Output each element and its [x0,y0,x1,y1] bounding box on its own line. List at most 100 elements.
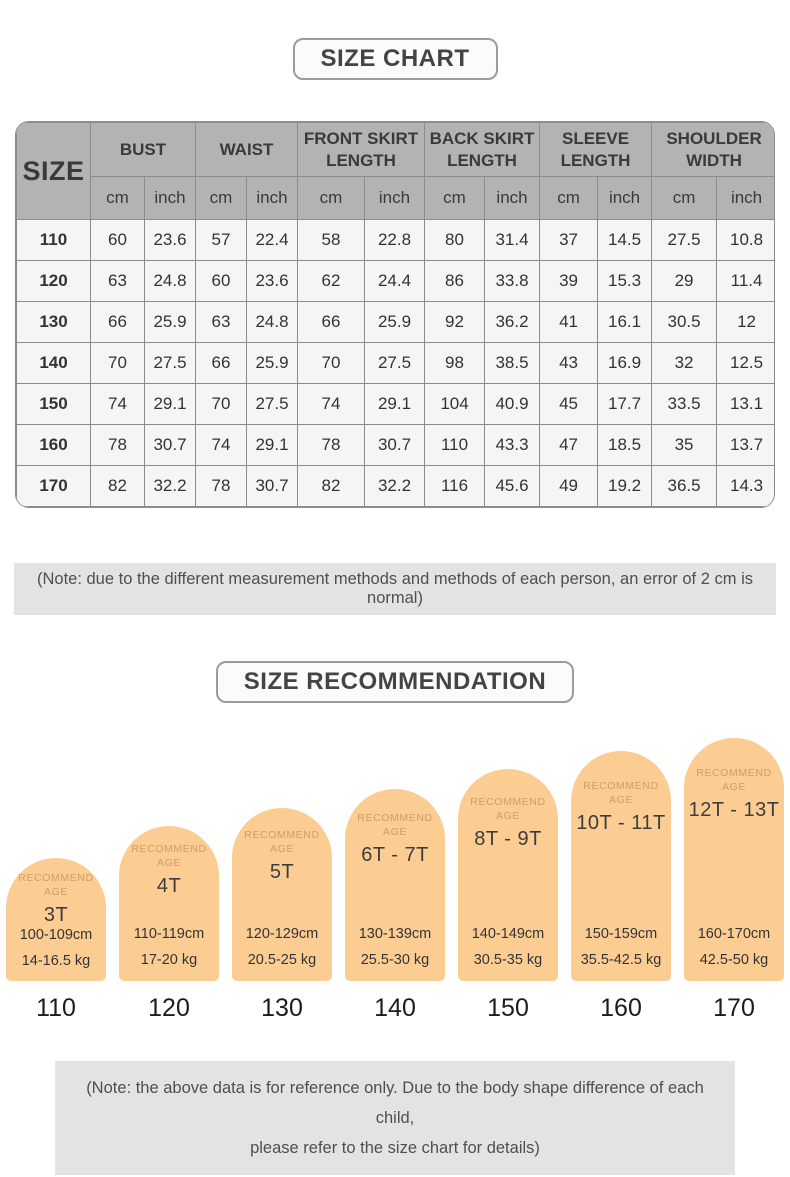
value-cell: 78 [297,424,365,466]
value-cell: 31.4 [484,219,541,261]
table-row: 160 78 30.7 74 29.1 78 30.7 110 43.3 47 18.5 35 13.… [16,424,774,466]
size-recommendation-column: RECOMMEND AGE 4T 110-119cm 17-20 kg 120 [119,826,219,1028]
value-cell: 57 [195,219,247,261]
value-cell: 38.5 [484,342,541,384]
table-row: 120 63 24.8 60 23.6 62 24.4 86 33.8 39 15.3 29 11.4 [16,260,774,302]
recommend-age-label: RECOMMEND AGE [18,872,94,899]
value-cell: 47 [539,424,599,466]
value-cell: 66 [297,301,365,343]
height-range: 120-129cm [245,926,319,942]
group-header: FRONT SKIRT LENGTH [296,122,426,177]
value-cell: 10.8 [716,219,774,261]
measurement-note: (Note: due to the different measurement … [14,563,776,615]
height-range: 100-109cm [19,927,93,944]
row-size-cell: 110 [16,219,91,261]
value-cell: 23.6 [246,260,298,302]
arch-size-label: 130 [261,994,303,1022]
unit-header: inch [144,176,196,220]
weight-range: 30.5-35 kg [473,952,543,968]
table-row: 110 60 23.6 57 22.4 58 22.8 80 31.4 37 14.5 27.5 10… [16,219,774,261]
value-cell: 110 [424,424,486,466]
arch-measurements: 120-129cm 20.5-25 kg [246,926,319,968]
value-cell: 43.3 [484,424,541,466]
arch-size-label: 120 [148,994,190,1022]
value-cell: 12 [716,301,774,343]
unit-header: cm [195,176,247,220]
value-cell: 36.2 [484,301,541,343]
value-cell: 30.7 [144,424,196,466]
value-cell: 92 [424,301,486,343]
value-cell: 74 [90,383,145,425]
arch-measurements: 130-139cm 25.5-30 kg [359,926,432,968]
value-cell: 39 [539,260,599,302]
value-cell: 16.1 [597,301,653,343]
arch-shape: RECOMMEND AGE 12T - 13T 160-170cm 42.5-5… [684,738,784,981]
arch-measurements: 150-159cm 35.5-42.5 kg [581,926,662,968]
recommend-age-label: RECOMMEND AGE [583,780,659,807]
recommended-age: 4T [156,875,182,898]
height-range: 140-149cm [471,926,545,942]
arch-shape: RECOMMEND AGE 6T - 7T 130-139cm 25.5-30 … [345,789,445,981]
arch-shape: RECOMMEND AGE 8T - 9T 140-149cm 30.5-35 … [458,769,558,981]
value-cell: 11.4 [716,260,774,302]
value-cell: 78 [90,424,145,466]
value-cell: 33.5 [651,383,718,425]
value-cell: 37 [539,219,599,261]
value-cell: 29.1 [144,383,196,425]
value-cell: 29 [651,260,718,302]
recommended-age: 3T [43,904,69,927]
value-cell: 22.8 [363,219,426,261]
value-cell: 74 [195,424,247,466]
value-cell: 13.1 [716,383,774,425]
value-cell: 78 [195,465,247,507]
value-cell: 14.3 [716,465,774,507]
value-cell: 27.5 [144,342,196,384]
height-range: 130-139cm [358,926,432,942]
value-cell: 74 [297,383,365,425]
value-cell: 36.5 [651,465,718,507]
row-size-cell: 150 [16,383,91,425]
value-cell: 32 [651,342,718,384]
row-size-cell: 140 [16,342,91,384]
size-recommendation-column: RECOMMEND AGE 6T - 7T 130-139cm 25.5-30 … [345,789,445,1028]
value-cell: 25.9 [246,342,298,384]
value-cell: 41 [539,301,599,343]
value-cell: 25.9 [363,301,426,343]
weight-range: 35.5-42.5 kg [580,952,662,968]
size-chart-title: SIZE CHART [292,38,498,80]
arch-size-label: 170 [713,994,755,1022]
value-cell: 25.9 [144,301,196,343]
value-cell: 24.4 [363,260,426,302]
height-range: 160-170cm [697,926,771,942]
recommend-age-label: RECOMMEND AGE [357,812,433,839]
group-header: SHOULDER WIDTH [651,122,774,177]
reference-note-line2: please refer to the size chart for detai… [250,1139,540,1157]
value-cell: 29.1 [363,383,426,425]
value-cell: 16.9 [597,342,653,384]
size-chart-table: SIZE BUST WAIST FRONT SKIRT LENGTH BACK SKI… [16,122,774,507]
value-cell: 27.5 [246,383,298,425]
value-cell: 70 [195,383,247,425]
recommend-age-label: RECOMMEND AGE [244,829,320,856]
value-cell: 33.8 [484,260,541,302]
value-cell: 23.6 [144,219,196,261]
unit-header: inch [363,176,426,220]
arch-size-label: 140 [374,994,416,1022]
value-cell: 29.1 [246,424,298,466]
weight-range: 20.5-25 kg [247,952,317,968]
weight-range: 42.5-50 kg [699,952,769,968]
value-cell: 45 [539,383,599,425]
recommended-age: 6T - 7T [361,844,429,867]
row-size-cell: 160 [16,424,91,466]
arch-shape: RECOMMEND AGE 10T - 11T 150-159cm 35.5-4… [571,751,671,981]
value-cell: 66 [90,301,145,343]
recommended-age: 8T - 9T [474,828,542,851]
size-recommendation-column: RECOMMEND AGE 3T 100-109cm 14-16.5 kg 11… [6,858,106,1028]
unit-header: cm [539,176,599,220]
arch-shape: RECOMMEND AGE 3T 100-109cm 14-16.5 kg [6,858,106,981]
value-cell: 12.5 [716,342,774,384]
value-cell: 22.4 [246,219,298,261]
arch-shape: RECOMMEND AGE 4T 110-119cm 17-20 kg [119,826,219,981]
size-recommendation-column: RECOMMEND AGE 12T - 13T 160-170cm 42.5-5… [684,738,784,1028]
value-cell: 116 [424,465,486,507]
